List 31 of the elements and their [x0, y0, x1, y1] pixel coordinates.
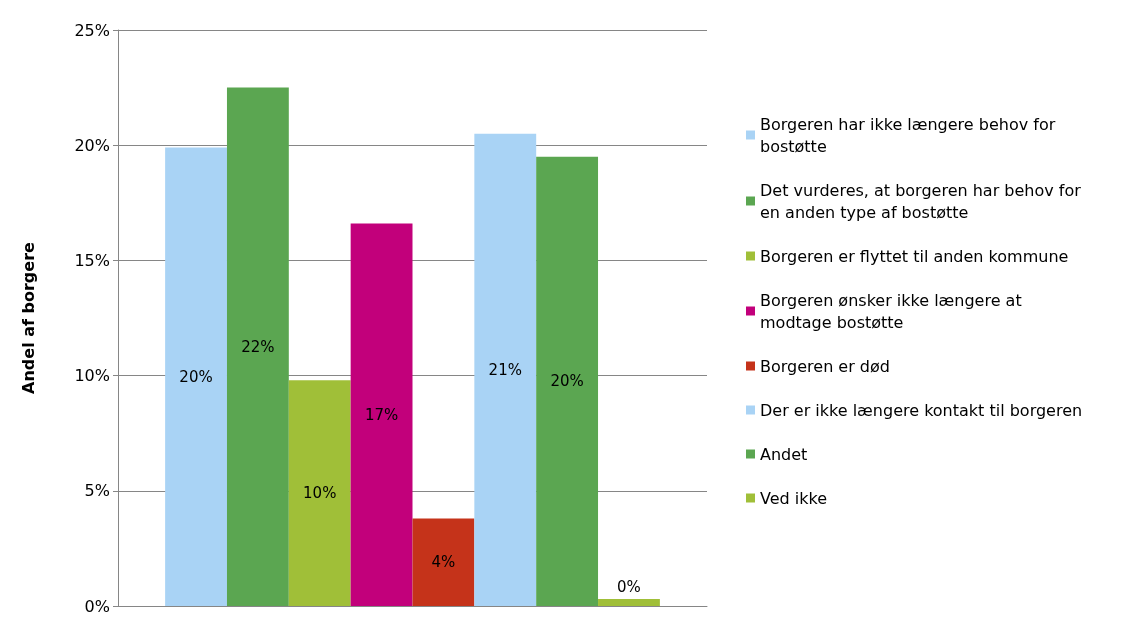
bar: [536, 156, 599, 606]
legend-label: Borgeren ønsker ikke længere at modtage bostøtte: [760, 290, 1027, 332]
bar: [474, 133, 537, 606]
bar: [598, 599, 660, 606]
bar: [226, 87, 289, 606]
legend-label: Det vurderes, at borgeren har behov for en anden type af bostøtte: [760, 180, 1086, 222]
y-tick-label: 20%: [74, 135, 110, 155]
data-label: 22%: [241, 337, 275, 356]
y-tick-label: 10%: [74, 366, 110, 386]
y-tick-label: 15%: [74, 250, 110, 270]
data-label: 10%: [303, 484, 337, 503]
data-label: 4%: [431, 553, 456, 572]
y-tick-label: 0%: [84, 596, 110, 616]
legend-label: Borgeren er flyttet til anden kommune: [760, 246, 1069, 266]
legend-label: Der er ikke længere kontakt til borgeren: [760, 400, 1083, 420]
bar: [412, 518, 475, 606]
y-tick-label: 25%: [74, 20, 110, 40]
data-label: 20%: [179, 367, 213, 386]
bar: [288, 380, 351, 606]
data-label: 21%: [488, 360, 522, 379]
legend-label: Andet: [760, 444, 808, 464]
data-label: 0%: [617, 577, 641, 596]
data-label: 20%: [550, 372, 584, 391]
data-label: 17%: [364, 405, 399, 424]
legend-label: Borgeren er død: [760, 356, 890, 376]
legend-label: Ved ikke: [760, 488, 828, 508]
legend-label: Borgeren har ikke længere behov for bostøtte: [760, 114, 1061, 156]
y-axis-title: Andel af borgere: [18, 241, 38, 394]
y-tick-label: 5%: [84, 481, 110, 501]
bar: [350, 223, 413, 606]
bar: [165, 147, 227, 606]
